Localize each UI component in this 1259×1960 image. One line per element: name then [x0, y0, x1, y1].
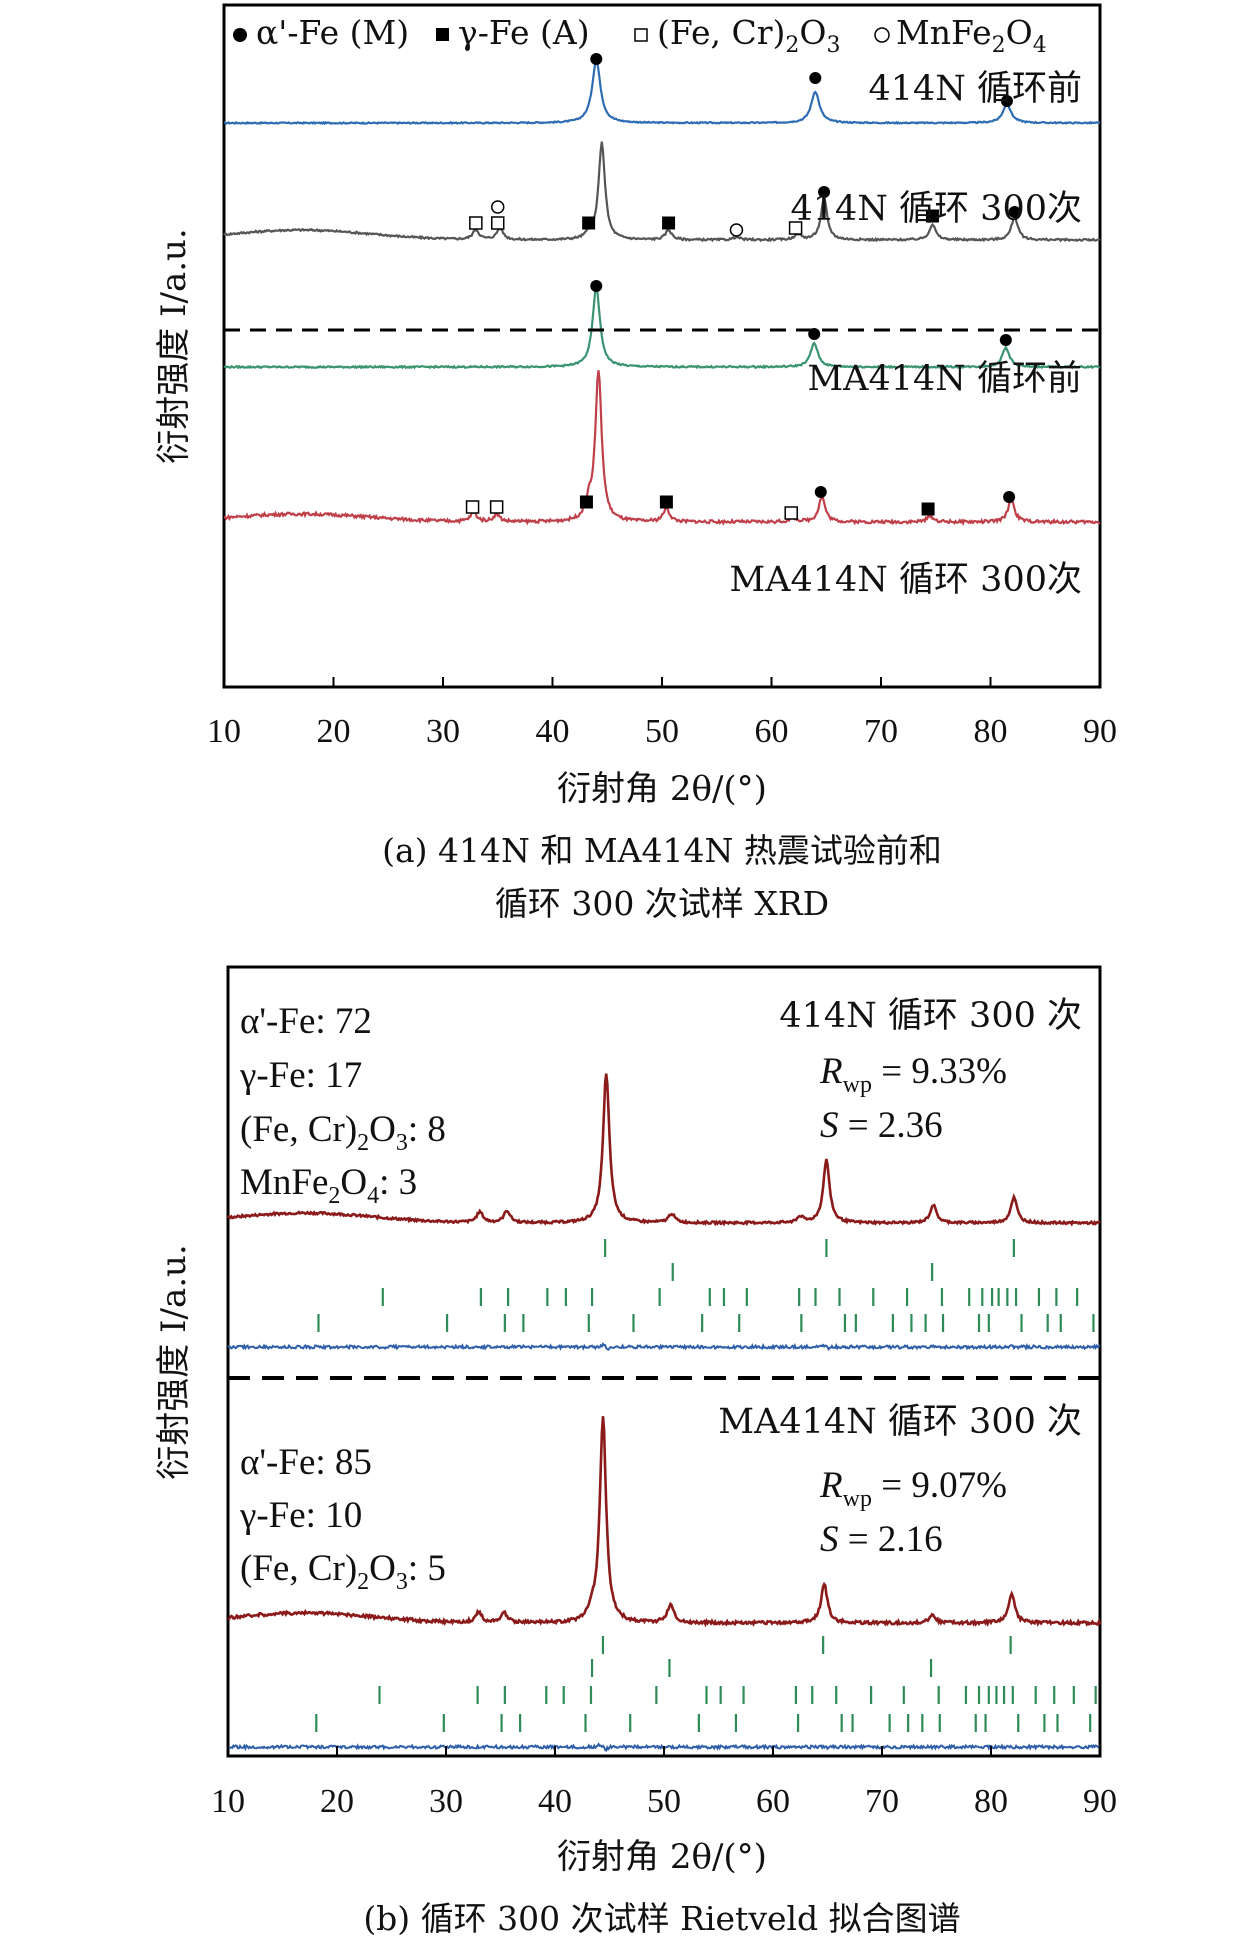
legend-fecr-oxide: (Fe, Cr)2O3 [657, 13, 840, 58]
x-tick-label: 10 [211, 1783, 245, 1820]
panel-a-x-ticks: 10 20 30 40 50 60 70 80 90 [207, 677, 1117, 750]
phase-marker-open-square [469, 216, 483, 230]
observed-pattern-1 [226, 1073, 1101, 1227]
legend-filled-square-marker [436, 28, 449, 41]
phase-marker-filled-circle [1000, 95, 1013, 107]
phase-marker-open-square [465, 500, 480, 514]
lower-phase-gamma-fe: γ-Fe: 10 [239, 1495, 362, 1536]
x-tick-label: 40 [536, 713, 570, 750]
x-tick-label: 20 [317, 713, 351, 750]
legend-open-square-marker [634, 28, 648, 42]
x-tick-label: 30 [429, 1783, 463, 1820]
trace-label-414n-300: 414N 循环 300次 [791, 189, 1083, 229]
x-tick-label: 70 [865, 1783, 899, 1820]
legend-alpha-fe: α'-Fe (M) [256, 13, 409, 52]
upper-phase-alpha-fe: α'-Fe: 72 [240, 1001, 372, 1042]
difference-curve-1 [227, 1342, 1101, 1352]
xrd-trace-4 [223, 370, 1101, 527]
observed-pattern-2 [227, 1416, 1102, 1628]
legend-filled-circle-marker [233, 28, 247, 42]
panel-a-y-axis-title: 衍射强度 I/a.u. [154, 228, 194, 463]
lower-phase-alpha-fe: α'-Fe: 85 [240, 1442, 372, 1483]
phase-marker-filled-square [582, 216, 596, 230]
phase-marker-filled-circle [818, 186, 831, 198]
phase-marker-filled-circle [590, 280, 603, 292]
phase-marker-filled-square [579, 495, 593, 509]
lower-s-value: S = 2.16 [820, 1519, 943, 1560]
phase-marker-filled-square [662, 216, 676, 230]
phase-marker-filled-circle [814, 486, 827, 498]
phase-marker-open-square [491, 216, 505, 230]
panel-b-x-axis-title: 衍射角 2θ/(°) [557, 1837, 767, 1877]
legend-mnfe2o4: MnFe2O4 [896, 13, 1047, 58]
x-tick-label: 30 [426, 713, 460, 750]
phase-marker-open-square [489, 500, 504, 514]
trace-label-414n-before: 414N 循环前 [868, 69, 1082, 109]
panel-a-xrd-patterns: α'-Fe (M) γ-Fe (A) (Fe, Cr)2O3 MnFe2O4 4… [154, 3, 1117, 923]
panel-a-phase-markers [465, 53, 1021, 520]
phase-marker-open-circle [491, 200, 505, 214]
trace-label-ma414n-300: MA414N 循环 300次 [729, 560, 1082, 600]
lower-subplot-title: MA414N 循环 300 次 [718, 1402, 1082, 1442]
phase-marker-filled-circle [590, 53, 603, 65]
phase-marker-filled-square [925, 209, 939, 223]
x-tick-label: 80 [974, 1783, 1008, 1820]
x-tick-label: 60 [756, 1783, 790, 1820]
x-tick-label: 80 [974, 713, 1008, 750]
x-tick-label: 20 [320, 1783, 354, 1820]
xrd-trace-3 [223, 286, 1101, 370]
phase-marker-filled-circle [1003, 491, 1016, 503]
upper-phase-fecr-oxide: (Fe, Cr)2O3: 8 [240, 1109, 446, 1156]
panel-a-caption-line1: (a) 414N 和 MA414N 热震试验前和 [382, 831, 942, 870]
upper-phase-mnfe2o4: MnFe2O4: 3 [240, 1162, 417, 1209]
phase-marker-filled-circle [1008, 206, 1021, 218]
x-tick-label: 60 [755, 713, 789, 750]
panel-b-rietveld-refinement: α'-Fe: 72 γ-Fe: 17 (Fe, Cr)2O3: 8 MnFe2O… [154, 965, 1117, 1938]
x-tick-label: 90 [1083, 1783, 1117, 1820]
panel-b-traces [226, 1073, 1102, 1753]
lower-rwp: Rwp = 9.07% [819, 1465, 1007, 1512]
x-tick-label: 90 [1083, 713, 1117, 750]
trace-label-ma414n-before: MA414N 循环前 [807, 359, 1082, 399]
upper-phase-gamma-fe: γ-Fe: 17 [239, 1055, 362, 1096]
upper-subplot-title: 414N 循环 300 次 [779, 996, 1082, 1036]
lower-phase-fecr-oxide: (Fe, Cr)2O3: 5 [240, 1548, 446, 1595]
legend-gamma-fe: γ-Fe (A) [458, 13, 590, 52]
phase-marker-open-square [784, 506, 798, 520]
legend-open-circle-marker [874, 27, 890, 43]
upper-s-value: S = 2.36 [820, 1105, 943, 1146]
panel-b-y-axis-title: 衍射强度 I/a.u. [154, 1244, 194, 1479]
panel-a-caption-line2: 循环 300 次试样 XRD [495, 884, 829, 923]
xrd-trace-1 [224, 56, 1101, 126]
phase-marker-filled-square [921, 502, 935, 516]
panel-a-legend: α'-Fe (M) γ-Fe (A) (Fe, Cr)2O3 MnFe2O4 [233, 13, 1047, 58]
x-tick-label: 50 [645, 713, 679, 750]
phase-marker-open-circle [729, 223, 744, 237]
x-tick-label: 70 [864, 713, 898, 750]
xrd-trace-2 [223, 141, 1101, 243]
panel-a-x-axis-title: 衍射角 2θ/(°) [557, 769, 767, 809]
phase-marker-filled-circle [809, 72, 822, 84]
panel-b-caption: (b) 循环 300 次试样 Rietveld 拟合图谱 [363, 1899, 960, 1938]
panel-b-x-ticks: 10 20 30 40 50 60 70 80 90 [211, 1746, 1117, 1820]
panel-a-traces [223, 56, 1101, 527]
phase-marker-filled-circle [999, 334, 1012, 346]
upper-rwp: Rwp = 9.33% [819, 1051, 1007, 1098]
phase-marker-open-square [788, 221, 803, 235]
x-tick-label: 40 [538, 1783, 572, 1820]
x-tick-label: 10 [207, 713, 241, 750]
x-tick-label: 50 [647, 1783, 681, 1820]
phase-marker-filled-square [659, 495, 673, 509]
